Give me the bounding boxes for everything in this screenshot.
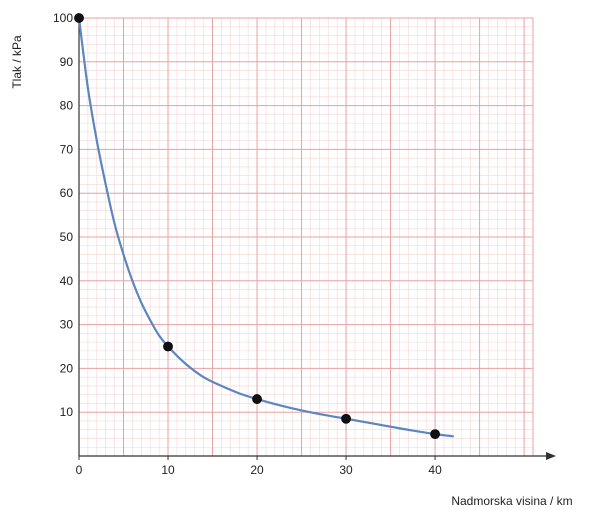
x-tick-label: 20 xyxy=(250,463,264,477)
y-tick-label: 10 xyxy=(60,405,74,419)
axes xyxy=(78,18,556,460)
data-point xyxy=(341,413,351,424)
y-tick-label: 80 xyxy=(60,99,74,113)
y-tick-label: 40 xyxy=(60,274,74,288)
y-tick-label: 50 xyxy=(60,230,74,244)
data-point xyxy=(74,13,84,23)
y-axis-title: Tlak / kPa xyxy=(10,35,24,89)
x-tick-label: 30 xyxy=(339,463,353,477)
tick-labels: 0 10 20 30 40 10 20 30 40 50 60 70 80 90 100 xyxy=(53,11,442,477)
x-tick-label: 0 xyxy=(76,463,83,477)
y-tick-label: 90 xyxy=(60,55,74,69)
x-tick-label: 40 xyxy=(428,463,442,477)
x-axis-title: Nadmorska visina / km xyxy=(451,494,572,508)
y-tick-label: 100 xyxy=(53,11,73,25)
fit-curve xyxy=(77,16,454,438)
x-tick-label: 10 xyxy=(161,463,175,477)
y-tick-label: 30 xyxy=(60,318,74,332)
series-layer xyxy=(74,13,454,440)
plot-grid xyxy=(78,17,534,457)
y-tick-label: 70 xyxy=(60,142,74,156)
y-tick-label: 20 xyxy=(60,361,74,375)
data-point xyxy=(252,394,262,404)
x-axis-arrow-icon xyxy=(546,452,556,460)
data-point xyxy=(430,429,440,440)
y-tick-label: 60 xyxy=(60,186,74,200)
data-point xyxy=(163,341,173,352)
